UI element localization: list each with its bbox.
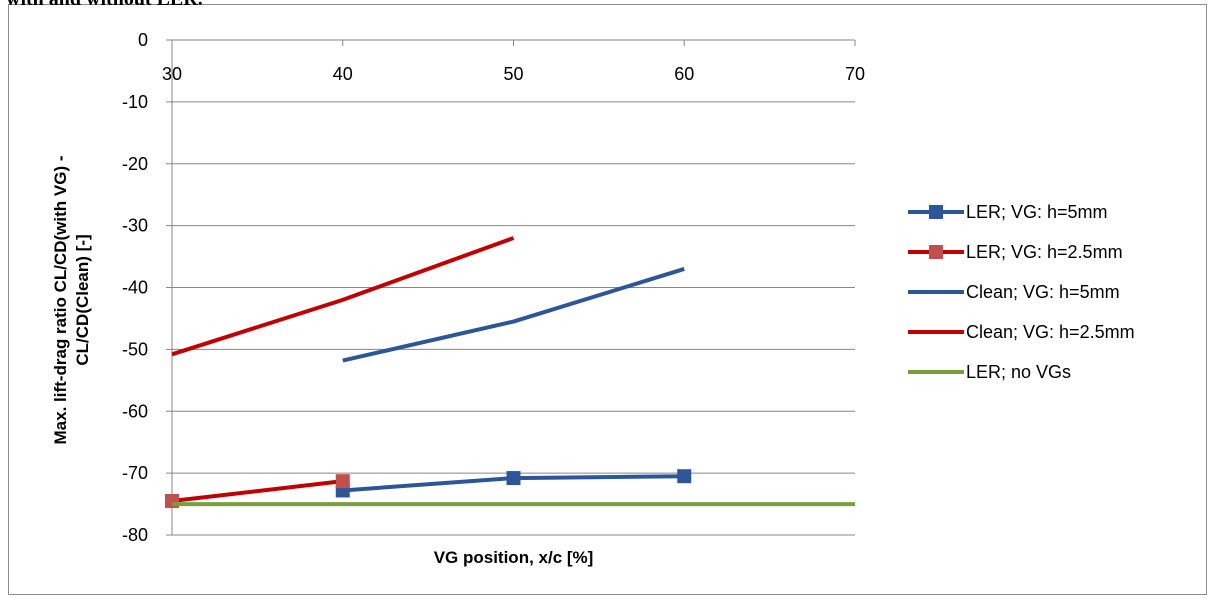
y-tick-label: -30: [122, 216, 148, 236]
series-line-3: [342, 267, 685, 363]
x-tick-label: 70: [845, 64, 865, 84]
y-tick-label: -70: [122, 463, 148, 483]
x-tick-label: 50: [503, 64, 523, 84]
legend-label: LER; VG: h=5mm: [966, 202, 1108, 222]
x-tick-label: 40: [333, 64, 353, 84]
x-axis-title: VG position, x/c [%]: [434, 548, 594, 567]
legend-label: LER; no VGs: [966, 362, 1071, 382]
y-tick-label: -10: [122, 92, 148, 112]
series-1-point: [506, 471, 521, 486]
y-axis-title-line-2: CL/CD(Clean) [-]: [73, 234, 92, 365]
x-tick-label: 60: [674, 64, 694, 84]
y-tick-label: -50: [122, 339, 148, 359]
legend-swatch-marker: [929, 205, 943, 219]
legend-label: Clean; VG: h=5mm: [966, 282, 1120, 302]
x-tick-label: 30: [162, 64, 182, 84]
series-1-point: [677, 469, 692, 484]
y-tick-label: -80: [122, 525, 148, 545]
figure-caption: with and without LER.: [6, 0, 203, 11]
y-tick-label: -60: [122, 401, 148, 421]
legend-swatch-marker: [929, 245, 943, 259]
y-axis-title-line-1: Max. lift-drag ratio CL/CD(with VG) -: [51, 156, 70, 445]
y-tick-label: 0: [138, 30, 148, 50]
y-tick-label: -40: [122, 278, 148, 298]
series-line-4: [171, 236, 515, 357]
series-2-point: [335, 474, 350, 489]
y-tick-label: -20: [122, 154, 148, 174]
legend-label: Clean; VG: h=2.5mm: [966, 322, 1135, 342]
series-line-2: [171, 479, 343, 503]
legend-label: LER; VG: h=2.5mm: [966, 242, 1123, 262]
